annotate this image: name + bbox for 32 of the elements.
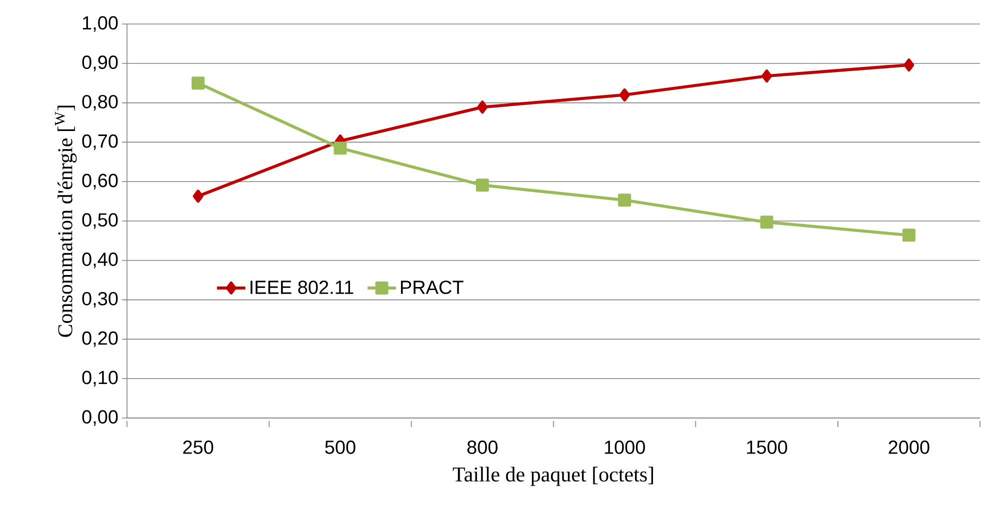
y-tick-label: 0,70	[82, 134, 118, 150]
y-tick-label: 0,10	[82, 370, 118, 386]
point	[904, 58, 914, 72]
point	[477, 100, 488, 114]
x-tick-label: 800	[467, 440, 498, 454]
y-tick-label: 0,30	[82, 292, 118, 308]
point	[760, 216, 774, 229]
x-tick-label: 1500	[747, 440, 788, 454]
y-axis-title: Consommation d'énrgie [$^{W}$]	[55, 106, 77, 337]
y-tick-label: 0,40	[82, 252, 118, 268]
point	[192, 76, 205, 90]
y-tick-label: 0,80	[82, 94, 118, 111]
x-tick-label: 250	[183, 440, 214, 454]
x-tick-label: 2000	[888, 440, 930, 454]
point	[619, 88, 630, 102]
point	[762, 70, 772, 83]
point	[902, 228, 916, 242]
y-tick-label: 0,90	[82, 56, 118, 72]
point	[618, 194, 632, 207]
y-tick-label: 0,20	[82, 331, 118, 348]
y-tick-label: 0,60	[82, 174, 118, 190]
y-tick-label: 0,00	[82, 410, 118, 426]
legend-label: IEEE 802.11	[250, 280, 354, 294]
x-tick-label: 1000	[604, 440, 645, 454]
point	[192, 190, 204, 203]
x-axis-title: Taille de paquet [octets]	[452, 466, 653, 486]
legend-label: PRACT	[401, 280, 464, 294]
point	[334, 142, 347, 155]
y-tick-label: 1,00	[82, 16, 118, 32]
point	[476, 178, 489, 192]
y-tick-label: 0,50	[82, 213, 118, 229]
x-tick-label: 500	[325, 440, 356, 454]
